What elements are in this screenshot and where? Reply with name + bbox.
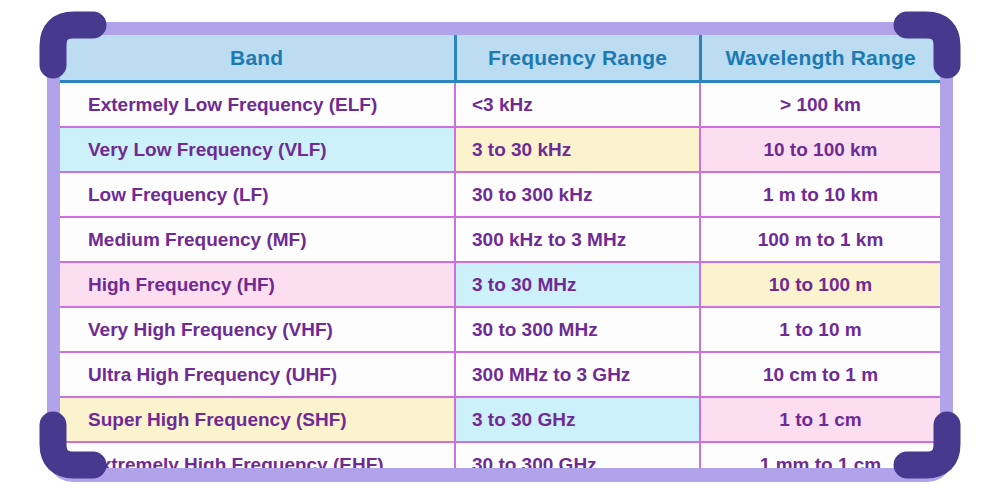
- wavelength-cell: 10 to 100 m: [700, 262, 940, 307]
- wavelength-cell: 100 m to 1 km: [700, 217, 940, 262]
- frequency-cell: 300 kHz to 3 MHz: [455, 217, 700, 262]
- header-row: Band Frequency Range Wavelength Range: [60, 35, 940, 82]
- band-cell: Extremely High Frequency (EHF): [60, 442, 455, 468]
- wavelength-cell: 1 to 10 m: [700, 307, 940, 352]
- frequency-cell: 300 MHz to 3 GHz: [455, 352, 700, 397]
- frequency-band-table-container: Band Frequency Range Wavelength Range Ex…: [60, 35, 940, 468]
- band-cell: Ultra High Frequency (UHF): [60, 352, 455, 397]
- column-header-frequency-range: Frequency Range: [455, 35, 700, 82]
- table-row: Medium Frequency (MF) 300 kHz to 3 MHz 1…: [60, 217, 940, 262]
- table-row: Very High Frequency (VHF) 30 to 300 MHz …: [60, 307, 940, 352]
- frequency-cell: 3 to 30 MHz: [455, 262, 700, 307]
- table-row: Low Frequency (LF) 30 to 300 kHz 1 m to …: [60, 172, 940, 217]
- wavelength-cell: > 100 km: [700, 82, 940, 128]
- table-row: Extermely Low Frequency (ELF) <3 kHz > 1…: [60, 82, 940, 128]
- table-row: Super High Frequency (SHF) 3 to 30 GHz 1…: [60, 397, 940, 442]
- infographic-canvas: Band Frequency Range Wavelength Range Ex…: [0, 0, 1000, 500]
- table-row: Ultra High Frequency (UHF) 300 MHz to 3 …: [60, 352, 940, 397]
- band-cell: Super High Frequency (SHF): [60, 397, 455, 442]
- wavelength-cell: 10 to 100 km: [700, 127, 940, 172]
- corner-bracket-icon: [892, 410, 964, 482]
- frequency-cell: 3 to 30 kHz: [455, 127, 700, 172]
- corner-bracket-icon: [36, 410, 108, 482]
- frequency-cell: 3 to 30 GHz: [455, 397, 700, 442]
- table-row: Very Low Frequency (VLF) 3 to 30 kHz 10 …: [60, 127, 940, 172]
- frequency-cell: 30 to 300 kHz: [455, 172, 700, 217]
- wavelength-cell: 10 cm to 1 m: [700, 352, 940, 397]
- corner-bracket-icon: [36, 8, 108, 80]
- band-cell: High Frequency (HF): [60, 262, 455, 307]
- table-row: Extremely High Frequency (EHF) 30 to 300…: [60, 442, 940, 468]
- band-cell: Very Low Frequency (VLF): [60, 127, 455, 172]
- frequency-cell: 30 to 300 MHz: [455, 307, 700, 352]
- wavelength-cell: 1 m to 10 km: [700, 172, 940, 217]
- band-cell: Medium Frequency (MF): [60, 217, 455, 262]
- frequency-cell: <3 kHz: [455, 82, 700, 128]
- column-header-band: Band: [60, 35, 455, 82]
- band-cell: Very High Frequency (VHF): [60, 307, 455, 352]
- band-cell: Low Frequency (LF): [60, 172, 455, 217]
- frequency-cell: 30 to 300 GHz: [455, 442, 700, 468]
- band-cell: Extermely Low Frequency (ELF): [60, 82, 455, 128]
- corner-bracket-icon: [892, 8, 964, 80]
- frequency-band-table: Band Frequency Range Wavelength Range Ex…: [60, 35, 940, 468]
- table-row: High Frequency (HF) 3 to 30 MHz 10 to 10…: [60, 262, 940, 307]
